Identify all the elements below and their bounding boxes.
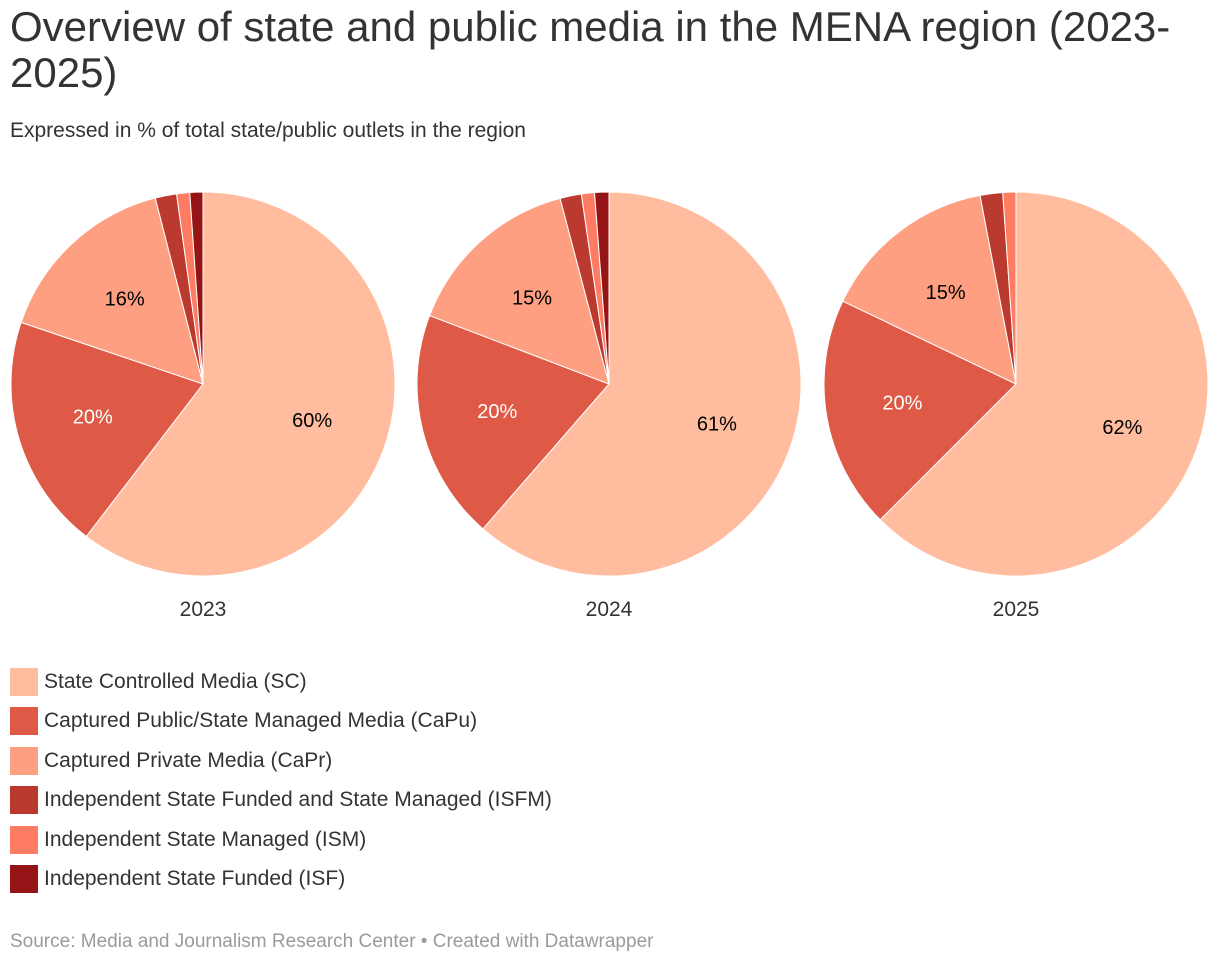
legend-swatch — [10, 825, 38, 854]
legend-label: Independent State Managed (ISM) — [44, 827, 367, 851]
pie-slice-2025-captured-public-state-managed-media-capu — [823, 300, 1017, 521]
slice-label-2024-captured-private-media-capr: 15% — [512, 287, 552, 309]
legend-label: Independent State Funded and State Manag… — [44, 788, 552, 812]
legend-label: State Controlled Media (SC) — [44, 669, 307, 693]
pie-2024: 61% 20% 15% 2024 — [416, 191, 802, 621]
legend-swatch — [10, 786, 38, 815]
slice-label-2023-captured-private-media-capr: 16% — [105, 289, 145, 311]
pie-slice-2024-independent-state-funded-isf — [594, 191, 610, 385]
legend-item: State Controlled Media (SC) — [10, 662, 552, 702]
pie-slice-2023-independent-state-funded-isf — [189, 191, 204, 385]
slice-label-2024-state-controlled-media-sc: 61% — [697, 413, 737, 435]
chart-subtitle: Expressed in % of total state/public out… — [10, 119, 526, 142]
pie-slice-2024-state-controlled-media-sc — [482, 191, 802, 577]
slice-label-2023-captured-public-state-managed-media-capu: 20% — [73, 407, 113, 429]
pie-slice-2024-captured-public-state-managed-media-capu — [416, 314, 610, 530]
pie-slice-2023-captured-public-state-managed-media-capu — [10, 321, 204, 538]
pie-year-label-2025: 2025 — [993, 598, 1040, 621]
legend: State Controlled Media (SC) Captured Publ… — [10, 662, 552, 899]
pie-year-label-2023: 2023 — [180, 598, 227, 621]
pie-slice-2024-captured-private-media-capr — [428, 197, 610, 385]
legend-item: Captured Public/State Managed Media (CaP… — [10, 702, 552, 742]
legend-item: Independent State Managed (ISM) — [10, 820, 552, 860]
legend-label: Independent State Funded (ISF) — [44, 867, 346, 891]
pie-2025: 62% 20% 15% 2025 — [823, 191, 1209, 621]
pie-slice-2023-captured-private-media-capr — [20, 197, 204, 385]
pie-slice-2025-captured-private-media-capr — [842, 194, 1017, 385]
pie-slice-2025-independent-state-managed-ism — [1002, 191, 1017, 385]
slice-label-2023-state-controlled-media-sc: 60% — [292, 410, 332, 432]
legend-swatch — [10, 746, 38, 775]
chart-title: Overview of state and public media in th… — [10, 3, 1171, 96]
legend-item: Captured Private Media (CaPr) — [10, 741, 552, 781]
legend-label: Captured Public/State Managed Media (CaP… — [44, 709, 478, 733]
legend-swatch — [10, 667, 38, 696]
legend-item: Independent State Funded (ISF) — [10, 860, 552, 900]
slice-label-2025-captured-public-state-managed-media-capu: 20% — [882, 392, 922, 414]
legend-label: Captured Private Media (CaPr) — [44, 748, 333, 772]
slice-label-2024-captured-public-state-managed-media-capu: 20% — [477, 401, 517, 423]
slice-label-2025-state-controlled-media-sc: 62% — [1102, 417, 1142, 439]
legend-swatch — [10, 865, 38, 894]
legend-item: Independent State Funded and State Manag… — [10, 781, 552, 821]
legend-swatch — [10, 707, 38, 736]
pie-year-label-2024: 2024 — [586, 598, 633, 621]
pie-charts: 60% 20% 16% 2023 61% 20% 15% 2024 62% 20% 15% 2025 — [10, 191, 1209, 621]
slice-label-2025-captured-private-media-capr: 15% — [926, 282, 966, 304]
source-note: Source: Media and Journalism Research Ce… — [10, 931, 654, 952]
pie-slice-2025-state-controlled-media-sc — [879, 191, 1209, 577]
pie-2023: 60% 20% 16% 2023 — [10, 191, 396, 621]
pie-slice-2023-state-controlled-media-sc — [85, 191, 396, 577]
